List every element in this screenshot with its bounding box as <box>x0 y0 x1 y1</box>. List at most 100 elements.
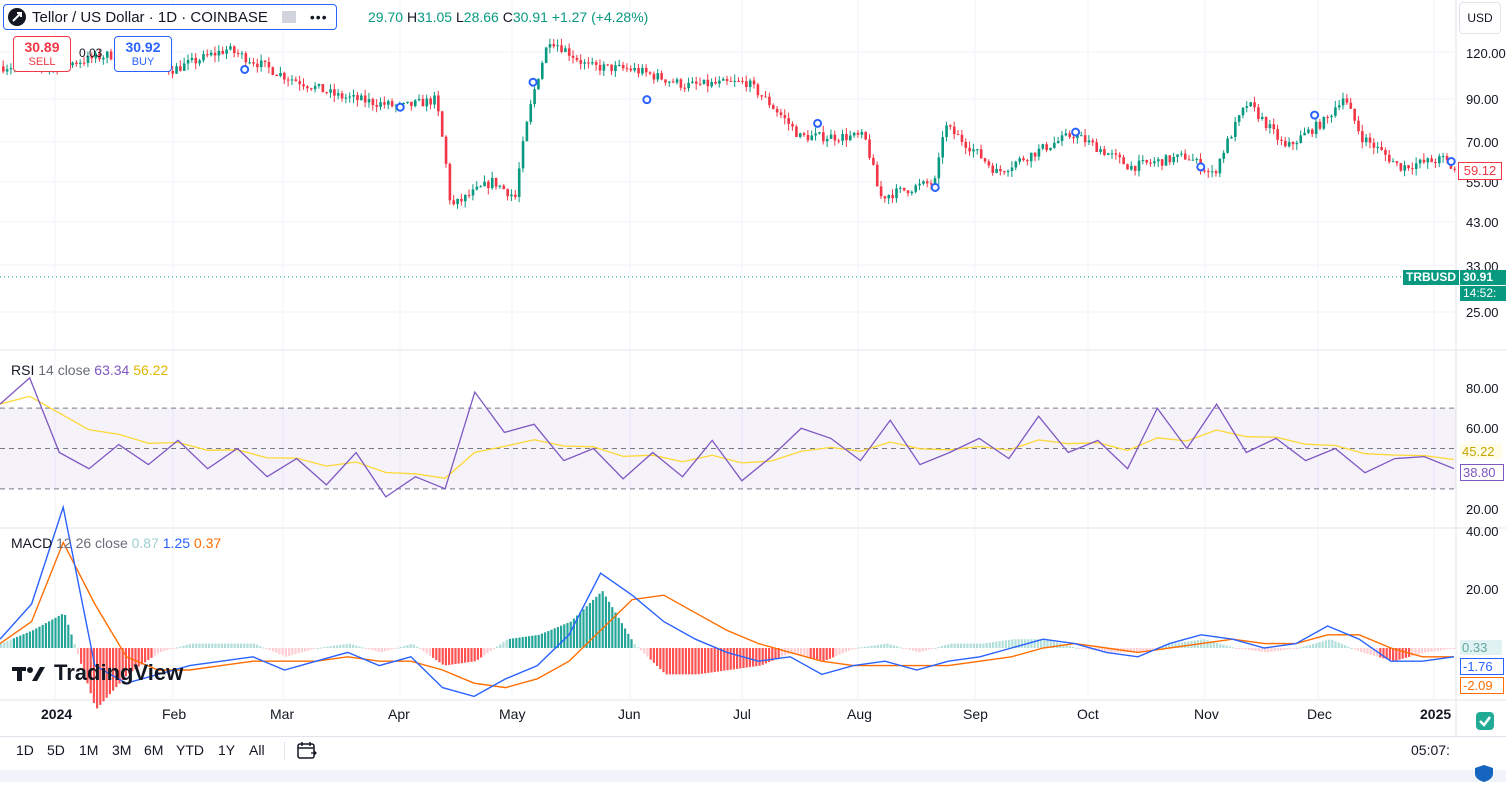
macd-histogram-bar <box>908 648 911 650</box>
range-1d-button[interactable]: 1D <box>16 742 34 758</box>
horizontal-scrollbar[interactable] <box>0 770 1506 782</box>
candle-body <box>1145 160 1149 163</box>
macd-histogram-bar <box>896 646 899 648</box>
candle-body <box>983 158 987 162</box>
candle-body <box>1172 156 1175 163</box>
candle-body <box>90 55 94 59</box>
macd-histogram-bar <box>384 648 387 652</box>
range-5d-button[interactable]: 5D <box>47 742 65 758</box>
more-options-button[interactable]: ••• <box>309 9 328 25</box>
sell-button[interactable]: 30.89 SELL <box>13 36 71 72</box>
candle-body <box>1376 146 1380 148</box>
range-ytd-button[interactable]: YTD <box>176 742 204 758</box>
macd-histogram-bar <box>400 646 403 648</box>
macd-histogram-bar <box>1097 648 1100 651</box>
macd-histogram-bar <box>22 634 25 648</box>
candle-body <box>725 79 729 81</box>
macd-histogram-bar <box>1040 639 1043 648</box>
candle-body <box>1353 108 1356 121</box>
time-label: Jul <box>733 706 751 722</box>
macd-histogram-bar <box>262 647 265 649</box>
candle-body <box>633 67 636 71</box>
range-1m-button[interactable]: 1M <box>79 742 99 758</box>
candle-body <box>1076 135 1079 139</box>
range-1y-button[interactable]: 1Y <box>218 742 236 758</box>
candle-body <box>914 185 918 192</box>
macd-histogram-bar <box>96 648 99 709</box>
macd-histogram-bar <box>188 643 191 648</box>
candle-body <box>383 102 386 105</box>
candle-body <box>1137 160 1141 171</box>
candle-body <box>860 131 864 135</box>
candle-body <box>1180 153 1183 155</box>
macd-histogram-bar <box>816 648 819 660</box>
macd-histogram-bar <box>227 643 230 648</box>
candle-body <box>444 136 448 164</box>
macd-histogram-bar <box>425 648 428 654</box>
candle-body <box>1037 148 1041 157</box>
range-6m-button[interactable]: 6M <box>144 742 164 758</box>
macd-histogram-bar <box>1260 648 1263 652</box>
candle-body <box>348 96 352 98</box>
candle-body <box>1133 165 1137 171</box>
ohlc-close: 30.91 <box>512 9 548 25</box>
candle-body <box>1411 168 1414 170</box>
macd-line-value: 1.25 <box>162 535 191 551</box>
range-3m-button[interactable]: 3M <box>112 742 132 758</box>
flag-icon[interactable] <box>281 11 296 23</box>
candle-body <box>849 135 852 141</box>
rsi-legend[interactable]: RSI 14 close 63.34 56.22 <box>11 362 168 378</box>
candle-body <box>86 55 90 63</box>
candle-body <box>798 133 802 137</box>
candle-body <box>976 149 979 151</box>
macd-legend[interactable]: MACD 12 26 close 0.87 1.25 0.37 <box>11 535 221 551</box>
candle-body <box>267 61 271 68</box>
currency-selector[interactable]: USD <box>1459 2 1501 34</box>
tradingview-logo[interactable]: TradingView <box>12 660 183 686</box>
macd-histogram-bar <box>889 644 892 648</box>
macd-histogram-bar <box>537 634 540 648</box>
rsi-line <box>0 376 1455 498</box>
range-all-button[interactable]: All <box>249 742 265 758</box>
macd-histogram-bar <box>1235 648 1238 649</box>
macd-histogram-bar <box>688 648 691 675</box>
macd-histogram-bar <box>976 643 979 648</box>
candle-body <box>1453 168 1457 170</box>
macd-histogram-bar <box>1046 639 1049 648</box>
macd-histogram-bar <box>1273 648 1276 652</box>
candle-body <box>233 46 236 53</box>
macd-histogram-bar <box>380 648 383 653</box>
clock[interactable]: 05:07: <box>1411 742 1450 758</box>
macd-histogram-bar <box>198 643 201 648</box>
macd-histogram-bar <box>1420 648 1423 654</box>
macd-histogram-bar <box>294 648 297 655</box>
candle-body <box>733 80 737 82</box>
candle-body <box>283 72 286 80</box>
candle-body <box>433 95 436 105</box>
macd-histogram-bar <box>800 648 803 655</box>
price-tick: 70.00 <box>1466 135 1499 150</box>
candle-body <box>587 62 590 64</box>
candle-body <box>644 67 648 73</box>
candle-body <box>691 81 694 83</box>
macd-histogram-bar <box>64 614 67 648</box>
macd-histogram-bar <box>1267 648 1270 653</box>
checkmark-icon[interactable] <box>1476 712 1494 730</box>
candle-body <box>417 98 421 101</box>
candle-body <box>387 101 390 105</box>
time-label: May <box>499 706 526 722</box>
buy-button[interactable]: 30.92 BUY <box>114 36 172 72</box>
candle-body <box>375 105 379 107</box>
candle-body <box>544 47 548 63</box>
candle-body <box>875 164 879 187</box>
macd-histogram-bar <box>796 648 799 654</box>
symbol-title-bar[interactable]: Tellor / US Dollar · 1D · COINBASE ••• <box>3 4 337 30</box>
macd-histogram-bar <box>624 628 627 648</box>
date-range-icon[interactable] <box>296 740 318 765</box>
macd-histogram-bar <box>572 618 575 648</box>
candle-body <box>556 45 559 47</box>
candle-body <box>79 62 82 65</box>
macd-histogram-bar <box>86 648 89 684</box>
candle-body <box>175 66 178 74</box>
